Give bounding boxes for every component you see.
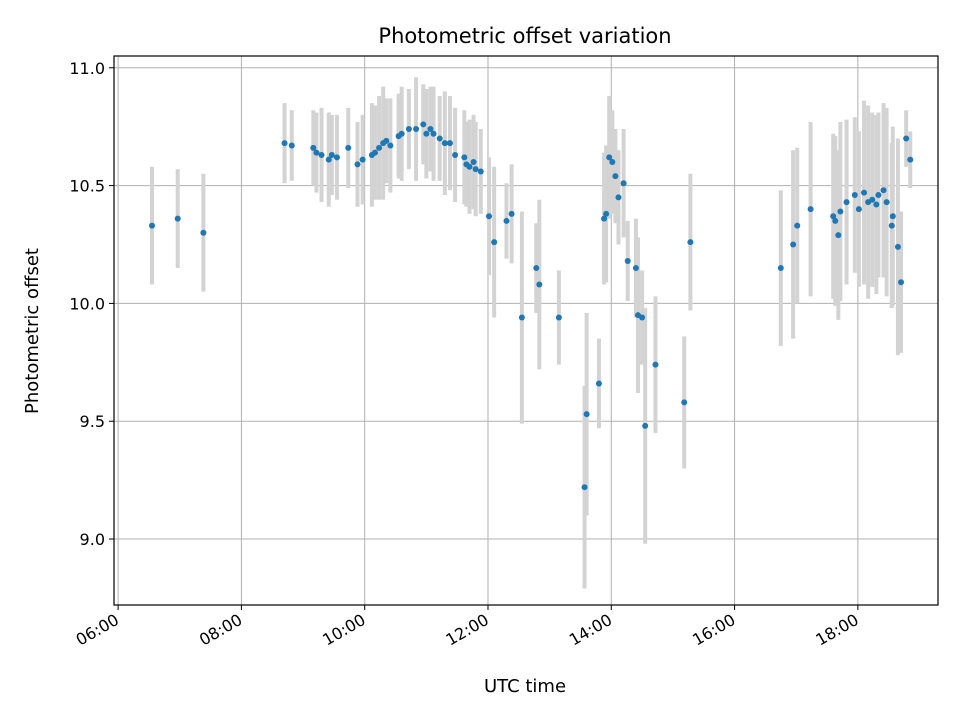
data-point xyxy=(851,192,858,199)
data-point xyxy=(413,126,420,133)
data-point xyxy=(888,222,895,229)
data-point xyxy=(288,142,295,149)
data-point xyxy=(508,210,515,217)
chart-title: Photometric offset variation xyxy=(378,24,671,48)
plot-frame xyxy=(113,55,939,606)
data-point xyxy=(477,168,484,175)
y-tick-label: 10.5 xyxy=(69,177,105,196)
data-point xyxy=(612,173,619,180)
data-point xyxy=(328,151,335,158)
data-point xyxy=(427,126,434,133)
y-tick-label: 9.5 xyxy=(80,412,105,431)
y-tick-label: 11.0 xyxy=(69,59,105,78)
data-point xyxy=(620,180,627,187)
data-point xyxy=(405,126,412,133)
data-point xyxy=(452,151,459,158)
data-point xyxy=(472,166,479,173)
data-point xyxy=(470,159,477,166)
data-point xyxy=(371,149,378,156)
data-point xyxy=(446,140,453,147)
data-point xyxy=(583,411,590,418)
data-point xyxy=(325,156,332,163)
data-point xyxy=(436,135,443,142)
data-point xyxy=(880,187,887,194)
data-point xyxy=(149,222,156,229)
y-tick-label: 9.0 xyxy=(80,530,105,549)
data-point xyxy=(642,422,649,429)
data-point xyxy=(777,265,784,272)
data-point xyxy=(430,130,437,137)
data-point xyxy=(883,199,890,206)
data-point xyxy=(383,137,390,144)
data-point xyxy=(423,130,430,137)
y-tick-label: 10.0 xyxy=(69,294,105,313)
y-axis-label: Photometric offset xyxy=(22,248,43,414)
data-point xyxy=(354,161,361,168)
data-point xyxy=(835,232,842,239)
data-point xyxy=(318,151,325,158)
data-point xyxy=(889,213,896,220)
data-point xyxy=(903,135,910,142)
data-point xyxy=(687,239,694,246)
data-point xyxy=(601,215,608,222)
data-point xyxy=(875,192,882,199)
y-axis: 9.0 9.5 10.0 10.5 11.0 xyxy=(69,59,114,549)
data-point xyxy=(518,314,525,321)
data-point xyxy=(837,208,844,215)
data-point xyxy=(861,189,868,196)
data-point xyxy=(420,121,427,128)
data-point xyxy=(855,206,862,213)
data-point xyxy=(794,222,801,229)
data-point xyxy=(595,380,602,387)
data-point xyxy=(807,206,814,213)
data-point xyxy=(461,154,468,161)
data-point xyxy=(898,279,905,286)
data-point xyxy=(376,144,383,151)
data-point xyxy=(491,239,498,246)
data-point xyxy=(681,399,688,406)
data-point xyxy=(441,140,448,147)
data-point xyxy=(873,201,880,208)
data-point xyxy=(200,229,207,236)
data-point xyxy=(843,199,850,206)
grid xyxy=(114,56,938,605)
data-point xyxy=(581,484,588,491)
data-point xyxy=(609,159,616,166)
data-point xyxy=(606,154,613,161)
data-point xyxy=(345,144,352,151)
data-point xyxy=(603,210,610,217)
data-point xyxy=(466,163,473,170)
data-point xyxy=(313,149,320,156)
data-point xyxy=(894,243,901,250)
data-point xyxy=(310,144,317,151)
data-point xyxy=(652,361,659,368)
data-point xyxy=(533,265,540,272)
data-point xyxy=(639,314,646,321)
data-point xyxy=(281,140,288,147)
x-axis-label: UTC time xyxy=(484,676,566,697)
data-point xyxy=(624,257,631,264)
data-points xyxy=(149,121,914,491)
data-point xyxy=(869,196,876,203)
data-point xyxy=(615,194,622,201)
data-point xyxy=(387,142,394,149)
data-point xyxy=(503,217,510,224)
data-point xyxy=(333,154,340,161)
data-point xyxy=(832,217,839,224)
data-point xyxy=(359,156,366,163)
data-point xyxy=(555,314,562,321)
data-point xyxy=(174,215,181,222)
data-point xyxy=(536,281,543,288)
data-point xyxy=(907,156,914,163)
data-point xyxy=(398,130,405,137)
data-point xyxy=(790,241,797,248)
data-point xyxy=(486,213,493,220)
data-point xyxy=(632,265,639,272)
data-point xyxy=(830,213,837,220)
